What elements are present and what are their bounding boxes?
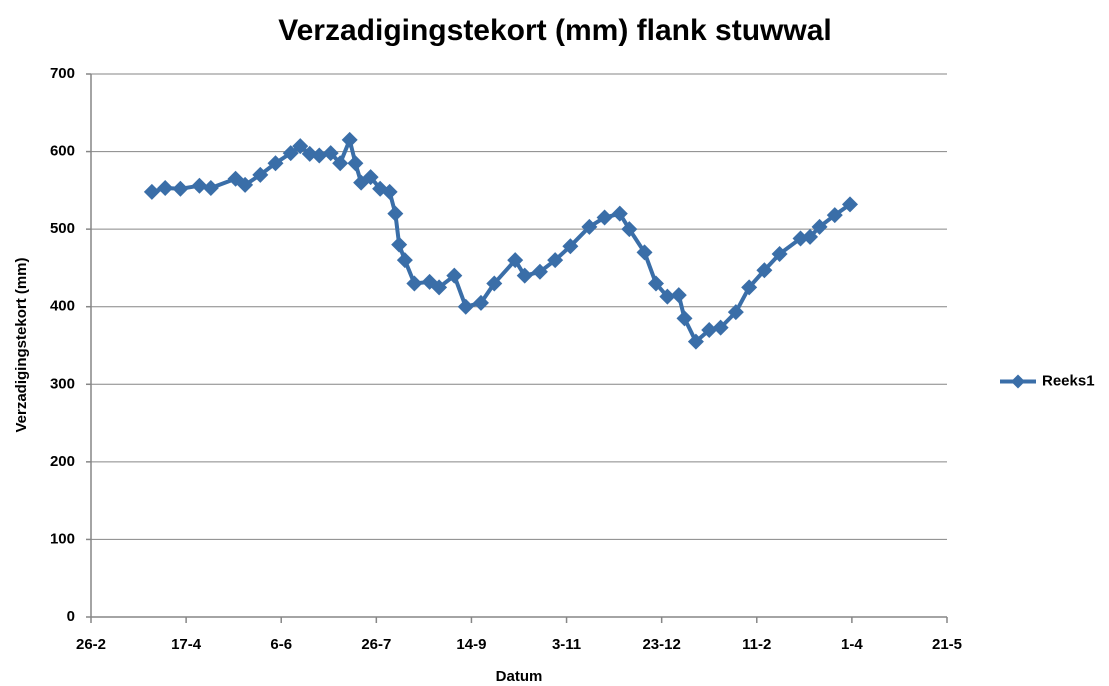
y-tick-label: 0 xyxy=(67,608,75,625)
point-marker xyxy=(457,298,474,315)
point-marker xyxy=(391,236,408,253)
point-marker xyxy=(516,267,533,284)
point-marker xyxy=(143,183,160,200)
point-marker xyxy=(362,169,379,186)
point-marker xyxy=(252,166,269,183)
point-marker xyxy=(701,321,718,338)
x-axis-label: Datum xyxy=(496,668,543,685)
point-marker xyxy=(486,275,503,292)
legend-label: Reeks1 xyxy=(1042,372,1095,389)
point-marker xyxy=(387,205,404,222)
point-marker xyxy=(687,333,704,350)
x-tick-label: 26-7 xyxy=(361,636,391,653)
point-marker xyxy=(282,145,299,162)
point-marker xyxy=(472,294,489,311)
point-marker xyxy=(670,287,687,304)
point-marker xyxy=(347,155,364,172)
point-marker xyxy=(446,267,463,284)
point-marker xyxy=(531,263,548,280)
y-tick-label: 400 xyxy=(50,298,75,315)
point-marker xyxy=(727,304,744,321)
point-marker xyxy=(322,145,339,162)
x-tick-label: 6-6 xyxy=(270,636,292,653)
point-marker xyxy=(811,218,828,235)
point-marker xyxy=(381,183,398,200)
point-marker xyxy=(841,196,858,213)
x-tick-label: 26-2 xyxy=(76,636,106,653)
point-marker xyxy=(562,238,579,255)
y-tick-label: 100 xyxy=(50,530,75,547)
x-tick-label: 14-9 xyxy=(456,636,486,653)
y-tick-label: 500 xyxy=(50,220,75,237)
series-line xyxy=(151,137,852,344)
x-tick-label: 11-2 xyxy=(742,636,771,653)
point-marker xyxy=(647,275,664,292)
point-marker xyxy=(676,310,693,327)
point-marker xyxy=(507,252,524,269)
point-marker xyxy=(771,245,788,262)
x-tick-label: 17-4 xyxy=(171,636,202,653)
point-marker xyxy=(826,207,843,224)
point-marker xyxy=(396,252,413,269)
point-marker xyxy=(157,180,174,197)
point-marker xyxy=(237,176,254,193)
x-tick-label: 23-12 xyxy=(642,636,680,653)
y-tick-label: 700 xyxy=(50,65,75,82)
point-marker xyxy=(756,262,773,279)
point-marker xyxy=(596,209,613,226)
y-tick-label: 600 xyxy=(50,143,75,160)
point-marker xyxy=(712,319,729,336)
point-marker xyxy=(332,155,349,172)
x-tick-label: 21-5 xyxy=(932,636,962,653)
point-marker xyxy=(191,177,208,194)
point-marker xyxy=(311,147,328,164)
x-tick-label: 3-11 xyxy=(552,636,581,653)
point-marker xyxy=(172,180,189,197)
point-marker xyxy=(431,279,448,296)
legend-marker xyxy=(1011,374,1025,389)
point-marker xyxy=(636,244,653,261)
point-marker xyxy=(802,228,819,245)
point-marker xyxy=(292,138,309,155)
x-tick-label: 1-4 xyxy=(841,636,863,653)
y-tick-label: 200 xyxy=(50,453,75,470)
chart-title: Verzadigingstekort (mm) flank stuwwal xyxy=(278,14,831,47)
point-marker xyxy=(267,155,284,172)
point-marker xyxy=(202,180,219,197)
point-marker xyxy=(611,205,628,222)
point-marker xyxy=(406,275,423,292)
y-tick-label: 300 xyxy=(50,375,75,392)
point-marker xyxy=(547,252,564,269)
point-marker xyxy=(621,221,638,238)
y-axis-label: Verzadigingstekort (mm) xyxy=(13,257,30,432)
point-marker xyxy=(581,218,598,235)
point-marker xyxy=(741,279,758,296)
point-marker xyxy=(341,131,358,148)
point-marker xyxy=(659,288,676,305)
